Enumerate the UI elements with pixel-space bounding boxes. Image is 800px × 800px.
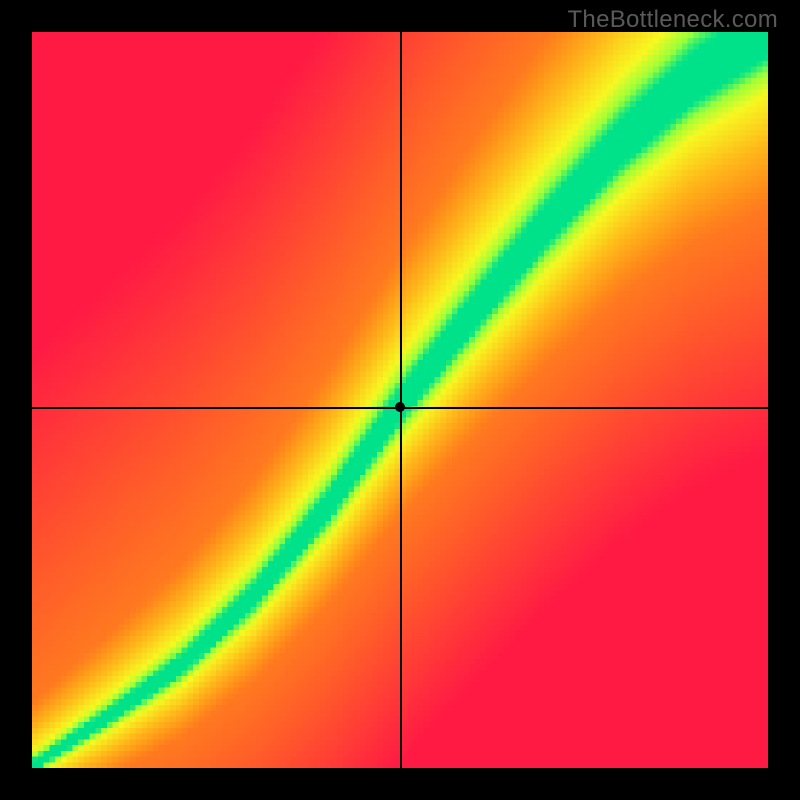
crosshair-marker[interactable] (395, 402, 405, 412)
chart-container: TheBottleneck.com (0, 0, 800, 800)
crosshair-vertical (400, 32, 402, 768)
plot-area (32, 32, 768, 768)
watermark-text: TheBottleneck.com (567, 6, 778, 34)
